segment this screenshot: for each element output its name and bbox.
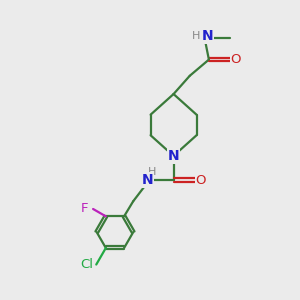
Text: F: F (81, 202, 89, 215)
Text: N: N (142, 173, 154, 187)
Text: Cl: Cl (80, 258, 93, 271)
Text: H: H (148, 167, 157, 177)
Text: N: N (202, 29, 213, 43)
Text: O: O (195, 173, 206, 187)
Text: N: N (168, 149, 179, 163)
Text: O: O (231, 53, 241, 66)
Text: H: H (192, 31, 200, 41)
